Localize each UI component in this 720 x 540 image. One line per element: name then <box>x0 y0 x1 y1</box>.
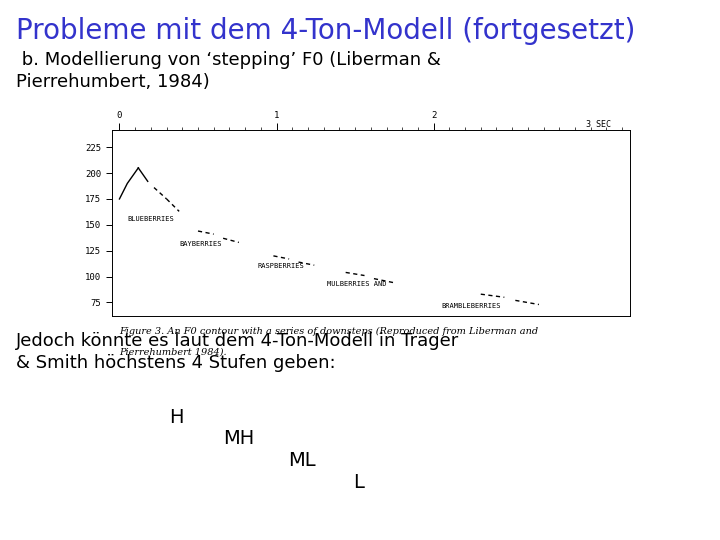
Text: L: L <box>353 472 364 491</box>
Text: b. Modellierung von ‘stepping’ F0 (Liberman &: b. Modellierung von ‘stepping’ F0 (Liber… <box>16 51 441 69</box>
Text: H: H <box>169 408 184 427</box>
Text: ML: ML <box>288 451 315 470</box>
Text: BRAMBLEBERRIES: BRAMBLEBERRIES <box>441 302 501 309</box>
Text: 3 SEC: 3 SEC <box>586 119 611 129</box>
Text: RASPBERRIES: RASPBERRIES <box>258 264 305 269</box>
Text: BLUEBERRIES: BLUEBERRIES <box>127 215 174 222</box>
Text: Jedoch könnte es laut dem 4-Ton-Modell in Trager: Jedoch könnte es laut dem 4-Ton-Modell i… <box>16 332 459 350</box>
Text: Figure 3. An F0 contour with a series of downsteps (Reproduced from Liberman and: Figure 3. An F0 contour with a series of… <box>119 327 538 336</box>
Text: Probleme mit dem 4-Ton-Modell (fortgesetzt): Probleme mit dem 4-Ton-Modell (fortgeset… <box>16 17 635 45</box>
Text: MH: MH <box>223 429 254 448</box>
Text: & Smith höchstens 4 Stufen geben:: & Smith höchstens 4 Stufen geben: <box>16 354 336 372</box>
Text: MULBERRIES AND: MULBERRIES AND <box>327 281 387 287</box>
Text: BAYBERRIES: BAYBERRIES <box>179 240 222 247</box>
Text: Pierrehumbert 1984).: Pierrehumbert 1984). <box>119 347 226 356</box>
Text: Pierrehumbert, 1984): Pierrehumbert, 1984) <box>16 73 210 91</box>
